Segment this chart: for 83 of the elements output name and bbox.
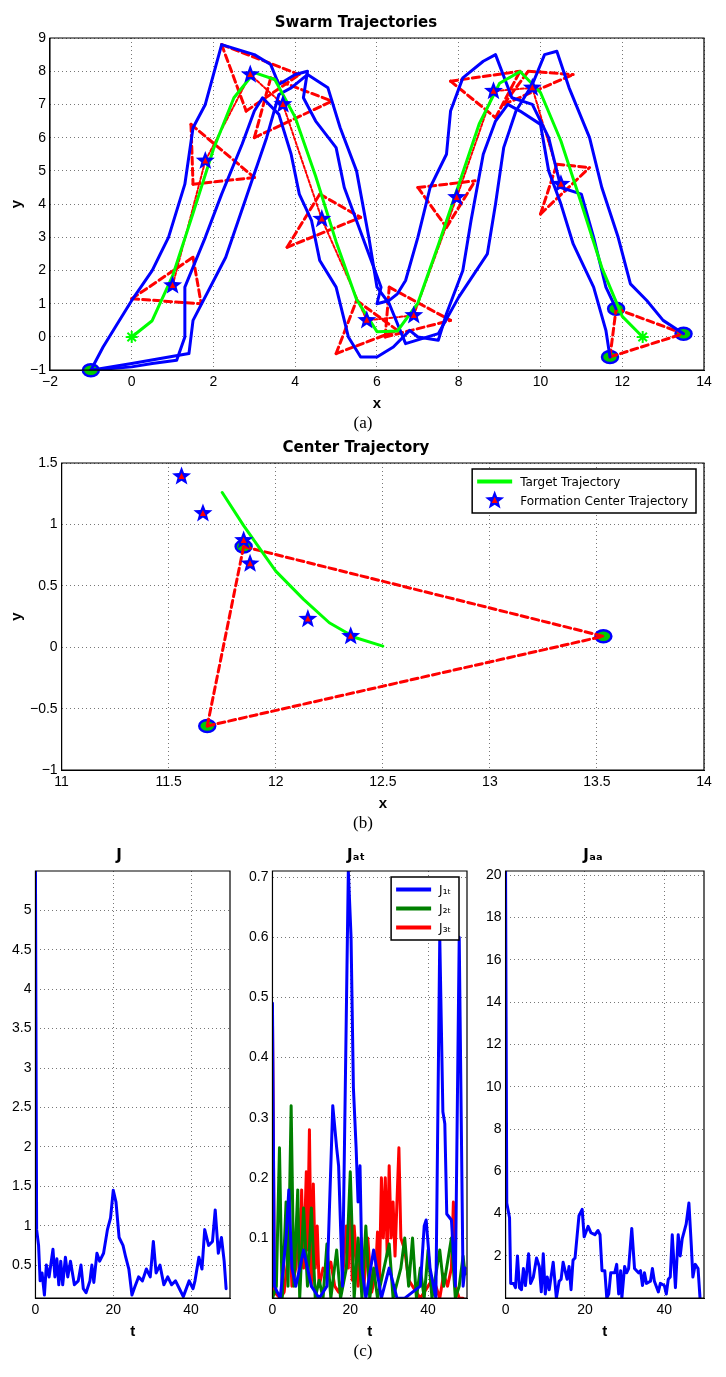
y-tick-label: 2 xyxy=(38,261,47,278)
y-tick-label: 20 xyxy=(485,866,502,883)
x-tick-label: 2 xyxy=(209,373,218,390)
x-tick-label: 12 xyxy=(614,373,631,390)
y-tick-label: 0.6 xyxy=(248,928,269,945)
y-tick-label: 3.5 xyxy=(11,1019,32,1036)
x-axis-title: t xyxy=(602,1322,608,1340)
text: (b) xyxy=(352,813,374,833)
x-tick-label: 12.5 xyxy=(369,773,397,790)
y-tick-label: 1 xyxy=(49,515,58,532)
x-tick-label: 40 xyxy=(420,1301,437,1318)
x-tick-label: 20 xyxy=(105,1301,122,1318)
y-tick-label: 8 xyxy=(38,62,47,79)
y-tick-label: 4 xyxy=(38,194,47,211)
y-tick-label: 1.5 xyxy=(11,1177,32,1194)
y-tick-label: 0.3 xyxy=(248,1108,269,1125)
y-tick-label: 6 xyxy=(493,1162,502,1179)
chart-title: Center Trajectory xyxy=(282,437,430,456)
x-tick-label: 10 xyxy=(532,373,549,390)
y-tick-label: 0.1 xyxy=(248,1228,269,1245)
y-tick-label: 9 xyxy=(38,28,47,45)
legend-label: Formation Center Trajectory xyxy=(520,493,689,508)
y-tick-label: 2 xyxy=(493,1246,502,1263)
chart-title: J xyxy=(115,845,122,864)
text: (a) xyxy=(352,413,374,433)
text: (c) xyxy=(352,1341,374,1361)
x-tick-label: 20 xyxy=(577,1301,593,1318)
y-tick-label: 4.5 xyxy=(11,940,32,957)
y-tick-label: 1 xyxy=(38,294,47,311)
y-tick-label: 18 xyxy=(485,908,502,925)
x-tick-label: 40 xyxy=(656,1301,673,1318)
x-tick-label: 14 xyxy=(696,373,712,390)
x-tick-label: 11 xyxy=(54,773,70,790)
x-tick-label: 13 xyxy=(482,773,498,790)
y-tick-label: 3 xyxy=(38,228,47,245)
legend-label: Target Trajectory xyxy=(519,474,621,489)
y-tick-label: 1.5 xyxy=(38,453,58,470)
x-tick-label: 20 xyxy=(342,1301,359,1318)
x-tick-label: 13.5 xyxy=(583,773,611,790)
x-axis-title: x xyxy=(378,794,388,812)
x-tick-label: 8 xyxy=(454,373,463,390)
y-tick-label: 2.5 xyxy=(11,1098,32,1115)
x-tick-label: 4 xyxy=(291,373,300,390)
chart-title: Swarm Trajectories xyxy=(274,12,438,31)
x-tick-label: 40 xyxy=(183,1301,200,1318)
y-tick-label: 6 xyxy=(38,128,47,145)
chart-title: Jₐₜ xyxy=(345,845,366,864)
y-tick-label: 5 xyxy=(23,901,32,918)
x-tick-label: 0 xyxy=(127,373,136,390)
y-tick-label: 16 xyxy=(485,950,502,967)
y-tick-label: 0.4 xyxy=(248,1048,269,1065)
x-axis-title: t xyxy=(367,1322,373,1340)
y-tick-label: 4 xyxy=(493,1204,502,1221)
y-tick-label: 10 xyxy=(485,1077,502,1094)
y-tick-label: 4 xyxy=(23,980,32,997)
y-tick-label: 1 xyxy=(23,1216,32,1233)
y-tick-label: 7 xyxy=(38,95,47,112)
y-tick-label: 0.5 xyxy=(11,1255,32,1272)
x-tick-label: 12 xyxy=(267,773,284,790)
y-tick-label: 14 xyxy=(485,992,502,1009)
y-tick-label: 0 xyxy=(38,327,47,344)
y-tick-label: 0.5 xyxy=(38,576,58,593)
y-tick-label: 3 xyxy=(23,1058,32,1075)
y-tick-label: 2 xyxy=(23,1137,32,1154)
y-tick-label: 5 xyxy=(38,161,47,178)
y-tick-label: 8 xyxy=(493,1119,502,1136)
y-tick-label: 0 xyxy=(49,638,58,655)
y-tick-label: 12 xyxy=(485,1035,502,1052)
x-axis-title: t xyxy=(130,1322,136,1340)
x-axis-title: x xyxy=(372,394,382,412)
legend-label: J₂ₜ xyxy=(438,901,451,916)
y-axis-title: y xyxy=(7,611,25,621)
y-tick-label: −0.5 xyxy=(30,699,58,716)
legend-label: J₃ₜ xyxy=(438,920,451,935)
y-tick-label: 0.2 xyxy=(248,1168,269,1185)
y-tick-label: 0.5 xyxy=(248,988,269,1005)
x-tick-label: 14 xyxy=(696,773,712,790)
y-tick-label: 0.7 xyxy=(248,867,269,884)
chart-title: Jₐₐ xyxy=(582,845,603,864)
x-tick-label: 11.5 xyxy=(155,773,183,790)
x-tick-label: 6 xyxy=(373,373,382,390)
legend-label: J₁ₜ xyxy=(438,882,451,897)
y-axis-title: y xyxy=(7,199,25,209)
